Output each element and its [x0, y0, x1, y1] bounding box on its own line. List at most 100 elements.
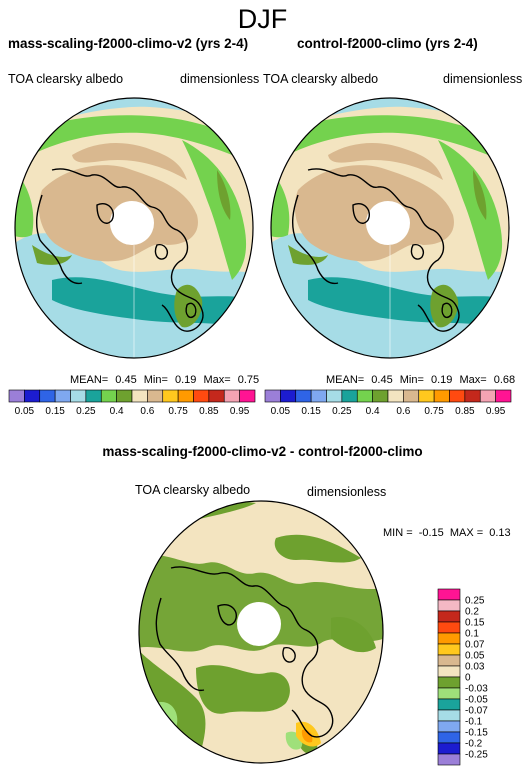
- diff-stats: MIN = -0.15 MAX = 0.13: [383, 527, 511, 539]
- coastlines-1: [35, 168, 204, 332]
- min-label-1: Min=: [143, 374, 168, 386]
- colorbar-2-swatch: [356, 389, 373, 403]
- panel-variable-1: TOA clearsky albedo: [8, 72, 124, 86]
- colorbar-2-tick-label: 0.6: [396, 406, 410, 417]
- colorbar-diff-swatch: [437, 610, 461, 623]
- colorbar-2-swatch: [449, 389, 466, 403]
- min-label-2: Min=: [399, 374, 424, 386]
- colorbar-2-swatch: [433, 389, 450, 403]
- colorbar-2-swatch: [280, 389, 297, 403]
- colorbar-1-swatch: [208, 389, 225, 403]
- colorbar-1-swatch: [131, 389, 148, 403]
- colorbar-1-swatch: [223, 389, 240, 403]
- colorbar-2-tick-label: 0.75: [424, 406, 444, 417]
- map-field-1: [15, 98, 253, 358]
- colorbar-2-swatch: [418, 389, 435, 403]
- max-label-1: Max=: [203, 374, 231, 386]
- colorbar-diff-swatch: [437, 632, 461, 645]
- colorbar-1-swatch: [8, 389, 25, 403]
- colorbar-2-swatch: [341, 389, 358, 403]
- colorbar-diff-tick-label: -0.03: [465, 684, 488, 695]
- colorbar-diff-swatch: [437, 654, 461, 667]
- colorbar-1-tick-label: 0.75: [168, 406, 188, 417]
- colorbar-2-tick-label: 0.25: [332, 406, 352, 417]
- colorbar-2-tick-label: 0.4: [366, 406, 380, 417]
- colorbar-1-tick-label: 0.15: [45, 406, 65, 417]
- panel-title-2: control-f2000-climo (yrs 2-4): [297, 36, 478, 51]
- colorbar-2-swatch: [372, 389, 389, 403]
- diff-title: mass-scaling-f2000-climo-v2 - control-f2…: [102, 444, 423, 459]
- colorbar-diff-tick-label: 0.03: [465, 662, 485, 673]
- colorbar-diff-tick-label: 0.15: [465, 618, 485, 629]
- colorbar-2-swatch: [479, 389, 496, 403]
- season-title: DJF: [237, 4, 288, 34]
- colorbar-diff-swatch: [437, 621, 461, 634]
- stats-2: MEAN= 0.45 Min= 0.19 Max= 0.68: [326, 374, 515, 386]
- colorbar-1-swatch: [193, 389, 210, 403]
- map-field-diff: [139, 501, 383, 763]
- polar-map-diff: [138, 500, 384, 764]
- diff-units: dimensionless: [307, 485, 387, 499]
- colorbar-diff-tick-label: 0.2: [465, 607, 479, 618]
- colorbar-1-swatch: [162, 389, 179, 403]
- mean-label-2: MEAN=: [326, 374, 365, 386]
- colorbar-2-tick-label: 0.05: [271, 406, 291, 417]
- diff-min-label: MIN =: [383, 527, 413, 539]
- max-value-2: 0.68: [493, 374, 516, 386]
- colorbar-2-swatch: [326, 389, 343, 403]
- colorbar-2: 0.05 0.15 0.25 0.4 0.6 0.75 0.85 0.95: [264, 389, 512, 417]
- colorbar-1-swatch: [147, 389, 164, 403]
- colorbar-2-swatch: [464, 389, 481, 403]
- colorbar-1-swatch: [177, 389, 194, 403]
- colorbar-1-swatch: [100, 389, 117, 403]
- colorbar-diff-swatch: [437, 643, 461, 656]
- max-label-2: Max=: [459, 374, 487, 386]
- panel-units-2: dimensionless: [443, 72, 523, 86]
- colorbar-diff-swatch: [437, 720, 461, 733]
- colorbar-2-tick-label: 0.95: [486, 406, 506, 417]
- coastlines-diff: [155, 566, 334, 738]
- polar-map-1: [14, 97, 254, 359]
- panel-variable-2: TOA clearsky albedo: [263, 72, 379, 86]
- colorbar-diff-tick-label: 0.1: [465, 629, 479, 640]
- colorbar-1-swatch: [85, 389, 102, 403]
- panel-title-1: mass-scaling-f2000-climo-v2 (yrs 2-4): [8, 36, 249, 51]
- colorbar-2-swatch: [387, 389, 404, 403]
- colorbar-diff-tick-label: -0.2: [465, 739, 483, 750]
- colorbar-diff-swatch: [437, 698, 461, 711]
- coastlines-2: [291, 168, 460, 332]
- colorbar-diff-tick-label: 0: [465, 673, 471, 684]
- colorbar-1-tick-label: 0.4: [110, 406, 124, 417]
- polar-map-2: [270, 97, 510, 359]
- diff-max-value: 0.13: [489, 527, 511, 539]
- colorbar-1-tick-label: 0.6: [140, 406, 154, 417]
- colorbar-1: 0.05 0.15 0.25 0.4 0.6 0.75 0.85 0.95: [8, 389, 256, 417]
- mean-value-2: 0.45: [371, 374, 393, 386]
- colorbar-1-swatch: [54, 389, 71, 403]
- colorbar-diff-tick-label: 0.05: [465, 651, 485, 662]
- colorbar-diff-swatch: [437, 753, 461, 766]
- colorbar-diff-swatch: [437, 599, 461, 612]
- colorbar-2-tick-label: 0.85: [455, 406, 475, 417]
- min-value-1: 0.19: [174, 374, 197, 386]
- colorbar-diff-swatch: [437, 731, 461, 744]
- diff-max-label: MAX =: [449, 527, 484, 539]
- diff-variable: TOA clearsky albedo: [135, 483, 251, 497]
- panel-units-1: dimensionless: [180, 72, 260, 86]
- colorbar-1-swatch: [116, 389, 133, 403]
- colorbar-diff-tick-label: 0.07: [465, 640, 485, 651]
- colorbar-1-swatch: [39, 389, 56, 403]
- colorbar-1-tick-label: 0.85: [199, 406, 219, 417]
- colorbar-diff-swatch: [437, 742, 461, 755]
- diff-min-value: -0.15: [418, 527, 444, 539]
- colorbar-1-swatch: [24, 389, 41, 403]
- colorbar-diff-swatch: [437, 588, 461, 601]
- colorbar-2-swatch: [310, 389, 327, 403]
- colorbar-diff-tick-label: 0.25: [465, 596, 485, 607]
- map-field-2: [271, 98, 509, 358]
- colorbar-1-swatch: [239, 389, 256, 403]
- colorbar-2-swatch: [295, 389, 312, 403]
- colorbar-diff-tick-label: -0.1: [465, 717, 483, 728]
- mean-value-1: 0.45: [115, 374, 137, 386]
- colorbar-1-tick-label: 0.25: [76, 406, 96, 417]
